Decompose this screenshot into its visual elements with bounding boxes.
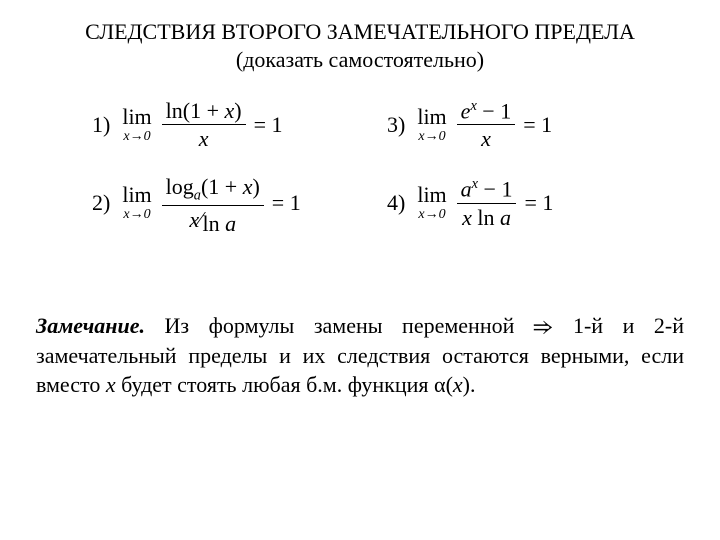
remark-part1: Из формулы замены переменной — [145, 313, 534, 338]
formula-3: 3) lim x→0 ex − 1 x = 1 — [387, 99, 652, 151]
limit-subscript: x→0 — [123, 208, 150, 222]
formula-2-numerator: loga(1 + x) — [162, 175, 264, 206]
title-line-1: СЛЕДСТВИЯ ВТОРОГО ЗАМЕЧАТЕЛЬНОГО ПРЕДЕЛА — [85, 19, 635, 44]
remark-part3: будет стоять любая б.м. функция — [116, 372, 434, 397]
page: СЛЕДСТВИЯ ВТОРОГО ЗАМЕЧАТЕЛЬНОГО ПРЕДЕЛА… — [0, 0, 720, 540]
remark-paragraph: Замечание. Из формулы замены переменной … — [32, 312, 688, 400]
limit-symbol: lim x→0 — [122, 106, 151, 144]
limit-symbol: lim x→0 — [417, 184, 446, 222]
limit-subscript: x→0 — [123, 130, 150, 144]
formula-2-number: 2) — [92, 190, 110, 216]
formula-4-base: a — [461, 177, 472, 202]
formula-2-log: log — [166, 174, 194, 199]
formula-2-fraction: loga(1 + x) x∕ln a — [162, 175, 264, 232]
limit-subscript: x→0 — [418, 208, 445, 222]
limit-subscript: x→0 — [418, 130, 445, 144]
formula-1: 1) lim x→0 ln(1 + x) x = 1 — [92, 99, 357, 151]
page-title: СЛЕДСТВИЯ ВТОРОГО ЗАМЕЧАТЕЛЬНОГО ПРЕДЕЛА… — [32, 18, 688, 73]
formula-2: 2) lim x→0 loga(1 + x) x∕ln a = 1 — [92, 175, 357, 232]
formula-3-numerator: ex − 1 — [457, 99, 516, 125]
formula-1-denominator: x — [195, 125, 213, 150]
formula-2-logbase: a — [194, 187, 201, 203]
formula-4: 4) lim x→0 ax − 1 x ln a = 1 — [387, 175, 652, 232]
formula-3-fraction: ex − 1 x — [457, 99, 516, 151]
formula-grid: 1) lim x→0 ln(1 + x) x = 1 3) lim x→0 — [32, 99, 688, 232]
remark-alpha: α — [434, 372, 446, 397]
remark-part4: ( — [446, 372, 453, 397]
limit-word: lim — [122, 184, 151, 206]
formula-3-denominator: x — [477, 125, 495, 150]
formula-1-fraction: ln(1 + x) x — [162, 99, 246, 150]
formula-3-number: 3) — [387, 112, 405, 138]
limit-word: lim — [417, 106, 446, 128]
limit-word: lim — [122, 106, 151, 128]
formula-4-numerator: ax − 1 — [457, 177, 517, 203]
remark-lead: Замечание. — [36, 313, 145, 338]
formula-2-denominator: x∕ln a — [185, 206, 240, 232]
formula-2-den-x: x — [189, 207, 199, 232]
formula-4-number: 4) — [387, 190, 405, 216]
remark-x2: x — [453, 372, 463, 397]
formula-3-base: e — [461, 98, 471, 123]
limit-symbol: lim x→0 — [122, 184, 151, 222]
formula-4-denominator: x ln a — [458, 204, 515, 229]
formula-1-number: 1) — [92, 112, 110, 138]
formula-1-numerator: ln(1 + x) — [162, 99, 246, 125]
formula-4-equals: = 1 — [524, 190, 553, 216]
formula-1-equals: = 1 — [254, 112, 283, 138]
title-line-2: (доказать самостоятельно) — [236, 47, 484, 72]
formula-3-tail: − 1 — [477, 98, 511, 123]
formula-3-equals: = 1 — [523, 112, 552, 138]
remark-part5: ). — [463, 372, 476, 397]
implies-icon: ⇒ — [534, 317, 554, 339]
limit-symbol: lim x→0 — [417, 106, 446, 144]
formula-4-fraction: ax − 1 x ln a — [457, 177, 517, 229]
formula-4-tail: − 1 — [478, 177, 512, 202]
remark-x: x — [106, 372, 116, 397]
limit-word: lim — [417, 184, 446, 206]
formula-2-equals: = 1 — [272, 190, 301, 216]
